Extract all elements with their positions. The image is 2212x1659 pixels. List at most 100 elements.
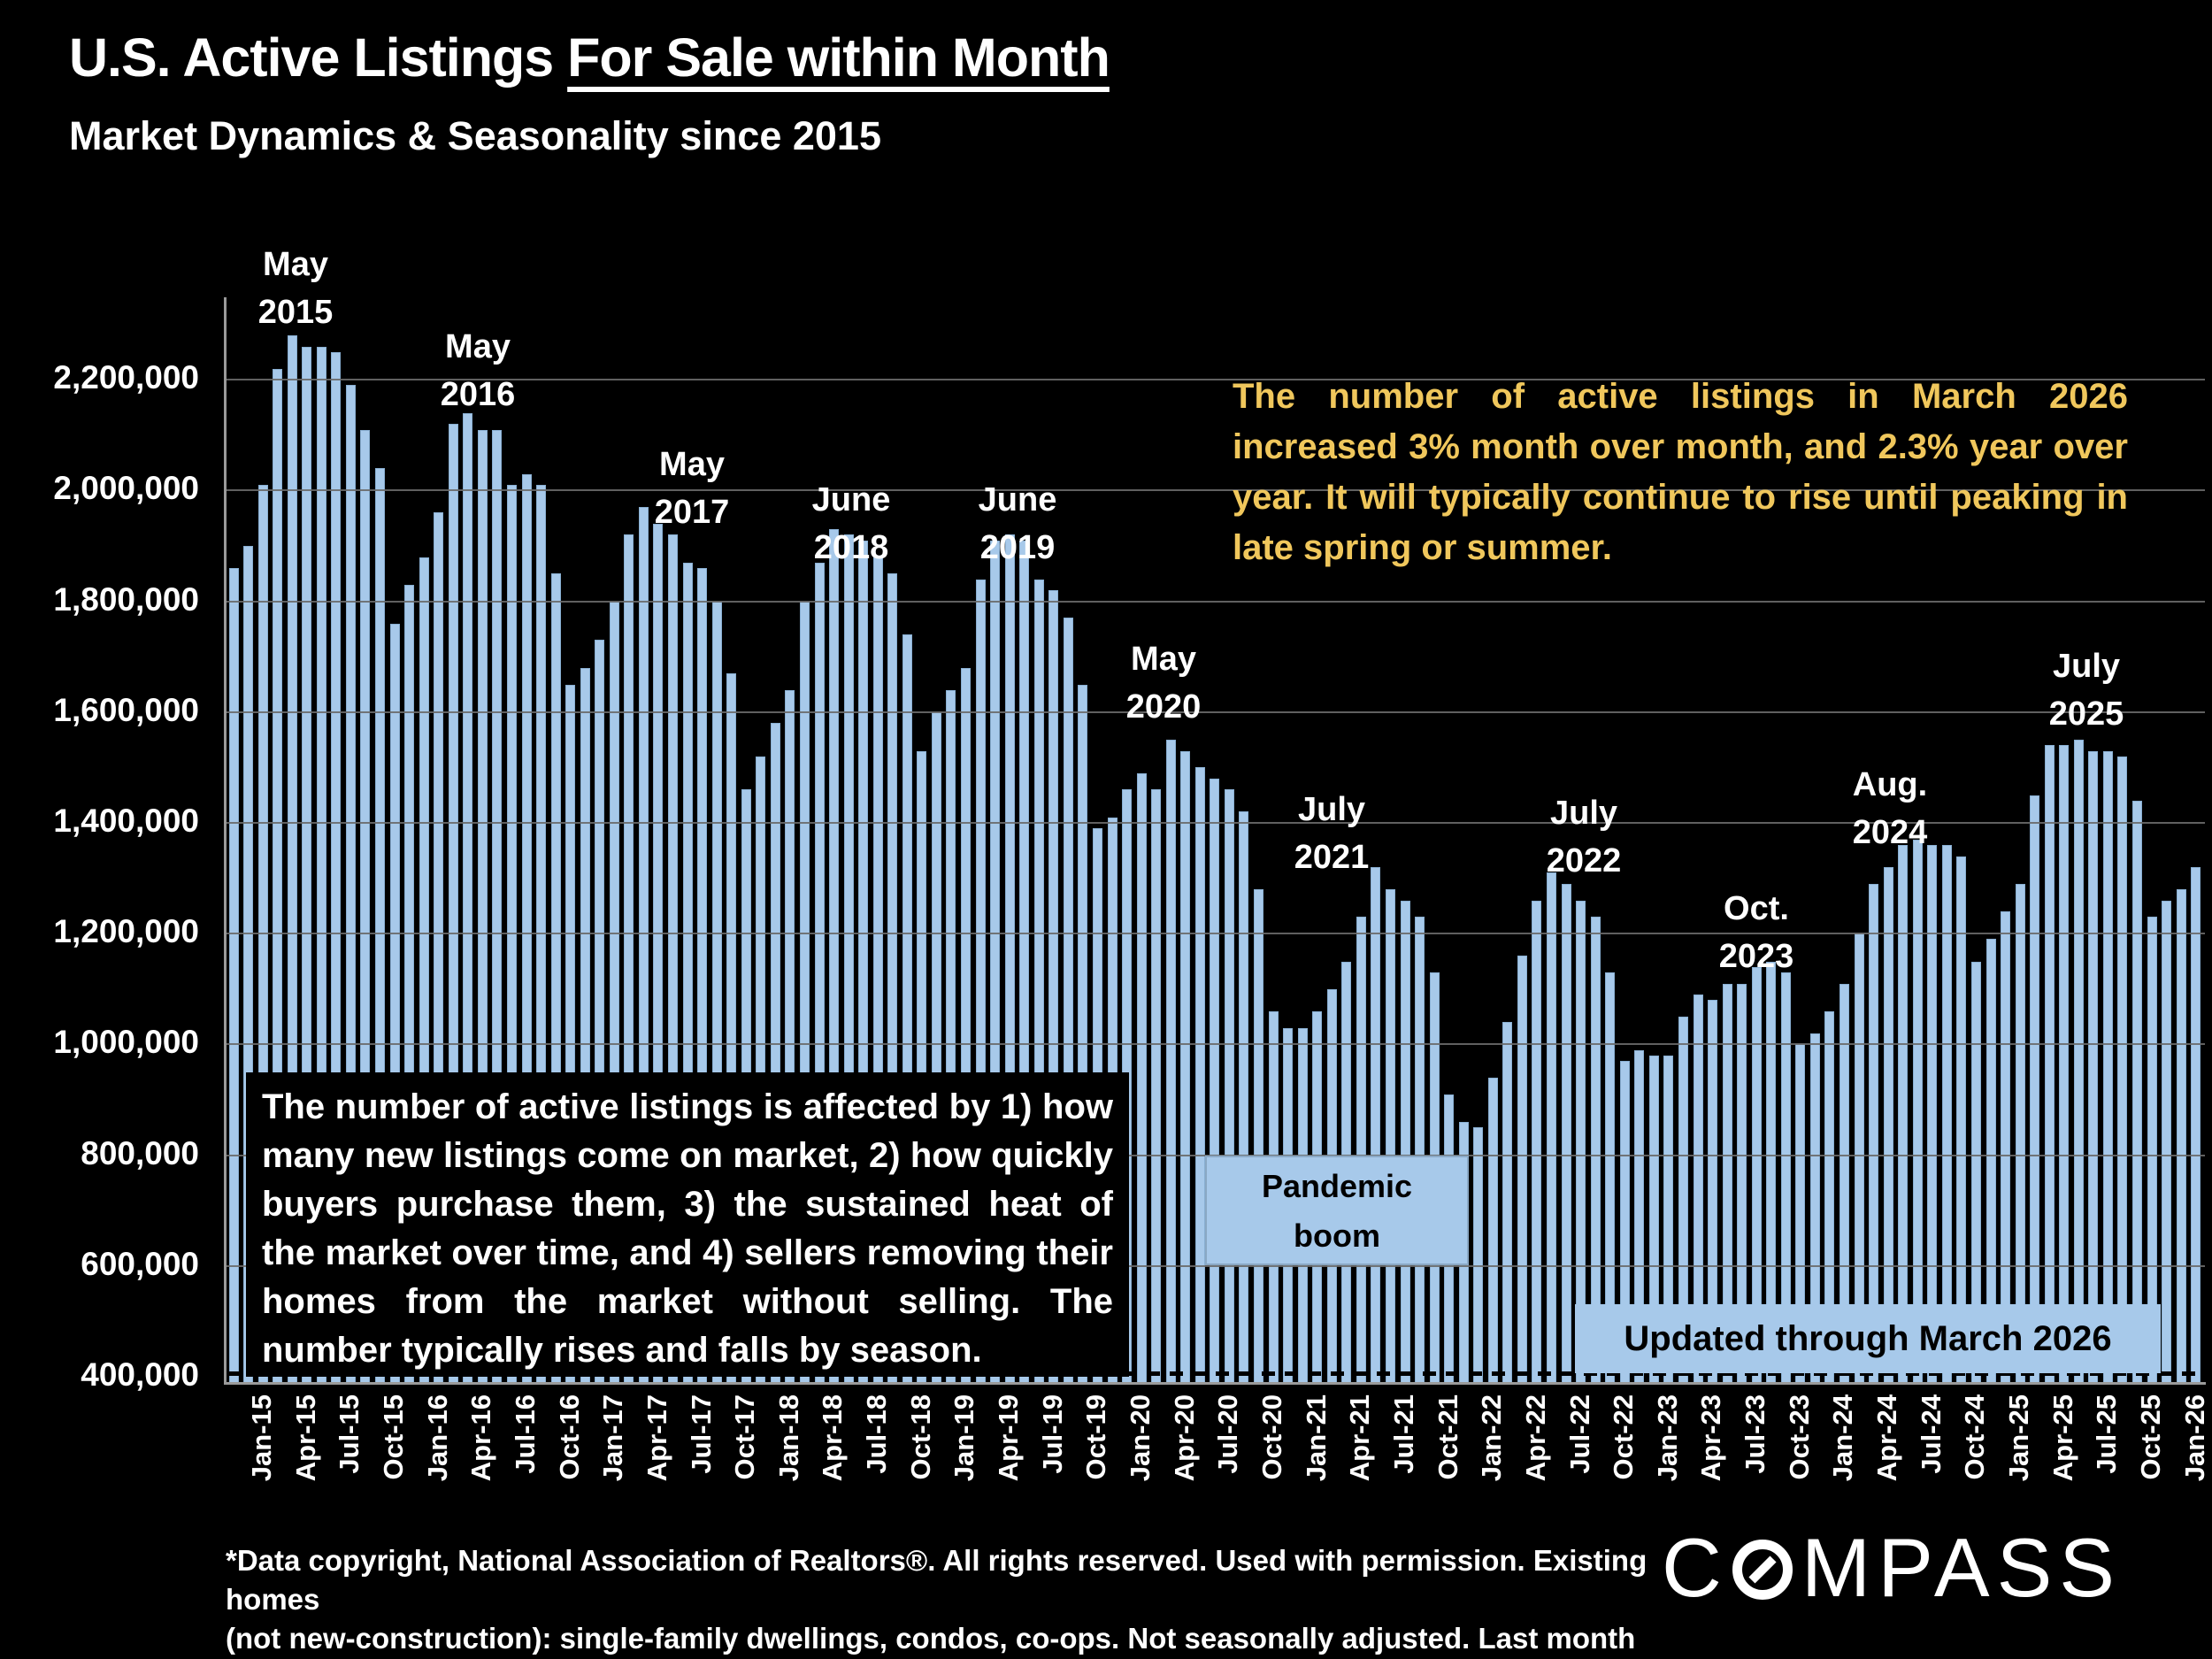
bar xyxy=(2191,867,2201,1383)
x-axis-label: Jul-21 xyxy=(1387,1394,1419,1474)
compass-o-icon xyxy=(1732,1540,1793,1600)
peak-annotation-month: July xyxy=(1297,791,1366,828)
x-axis-label: Apr-21 xyxy=(1344,1394,1376,1482)
x-axis-label: Jul-20 xyxy=(1212,1394,1244,1474)
x-axis-label: Apr-25 xyxy=(2047,1394,2078,1482)
peak-annotation-year: 2020 xyxy=(1125,688,1202,726)
peak-annotation: July 2022 xyxy=(1547,789,1622,885)
y-axis-label: 1,000,000 xyxy=(53,1024,199,1061)
x-axis-label: Jul-22 xyxy=(1563,1394,1595,1474)
bar xyxy=(1517,956,1527,1383)
footer-line: *Data copyright, National Association of… xyxy=(226,1544,1647,1616)
gridline xyxy=(226,379,2205,381)
peak-annotation: May 2016 xyxy=(441,323,516,419)
y-axis-label: 1,800,000 xyxy=(53,580,199,618)
bar xyxy=(2102,750,2113,1383)
y-axis-label: 400,000 xyxy=(81,1356,199,1393)
x-axis-line xyxy=(224,1382,2206,1385)
peak-annotation-month: July xyxy=(2052,648,2121,685)
x-axis-label: Oct-19 xyxy=(1080,1394,1112,1480)
x-axis-label: Oct-17 xyxy=(729,1394,761,1480)
peak-annotation: June 2018 xyxy=(812,476,891,572)
logo-letters-mpass: MPASS xyxy=(1801,1521,2123,1614)
bar xyxy=(1473,1127,1484,1383)
gridline xyxy=(226,822,2205,824)
bar xyxy=(2176,889,2186,1383)
bar xyxy=(1561,883,1571,1383)
listings-explainer-note: The number of active listings is affecte… xyxy=(246,1072,1129,1377)
gridline xyxy=(226,710,2205,713)
bar xyxy=(1151,789,1162,1383)
compass-needle-icon xyxy=(1748,1555,1777,1584)
x-axis-label: Oct-21 xyxy=(1432,1394,1463,1480)
peak-annotation-month: May xyxy=(445,328,511,365)
pandemic-boom-line1: Pandemic xyxy=(1261,1168,1413,1204)
peak-annotation-month: May xyxy=(659,446,725,483)
x-axis-label: Apr-19 xyxy=(993,1394,1025,1482)
peak-annotation-month: June xyxy=(811,481,891,518)
bar xyxy=(1356,917,1366,1383)
bar xyxy=(1194,767,1205,1383)
gridline xyxy=(226,1043,2205,1046)
bar xyxy=(1180,750,1191,1383)
peak-annotation-year: 2016 xyxy=(440,376,516,413)
x-axis-label: Apr-23 xyxy=(1695,1394,1727,1482)
peak-annotation-month: Oct. xyxy=(1724,890,1789,927)
peak-annotation: May 2020 xyxy=(1126,635,1202,731)
bar xyxy=(2073,740,2084,1383)
x-axis-label: Apr-24 xyxy=(1871,1394,1903,1482)
x-axis-label: Jan-23 xyxy=(1651,1394,1683,1482)
bar xyxy=(2132,800,2142,1383)
bar xyxy=(228,568,239,1383)
bar xyxy=(1400,900,1410,1383)
compass-logo: C MPASS xyxy=(1662,1521,2122,1614)
x-axis-label: Jul-16 xyxy=(509,1394,541,1474)
peak-annotation-year: 2023 xyxy=(1718,938,1794,975)
x-axis-label: Jan-16 xyxy=(421,1394,453,1482)
bar xyxy=(1136,772,1147,1383)
x-axis-label: Apr-20 xyxy=(1168,1394,1200,1482)
y-axis-label: 600,000 xyxy=(81,1245,199,1282)
peak-annotation: Aug. 2024 xyxy=(1853,761,1928,856)
gridline xyxy=(226,1154,2205,1156)
bar xyxy=(1254,889,1263,1383)
peak-annotation-month: June xyxy=(978,481,1057,518)
peak-annotation-month: Aug. xyxy=(1852,766,1928,803)
peak-annotation: May 2015 xyxy=(258,241,334,336)
y-axis-label: 2,000,000 xyxy=(53,470,199,507)
peak-annotation-year: 2015 xyxy=(257,294,334,331)
bar xyxy=(1165,740,1176,1383)
x-axis-label: Jul-25 xyxy=(2091,1394,2123,1474)
peak-annotation-year: 2022 xyxy=(1546,842,1622,879)
updated-through-box: Updated through March 2026 xyxy=(1575,1304,2161,1373)
title-underlined: For Sale within Month xyxy=(567,27,1110,88)
x-axis-label: Jul-24 xyxy=(1915,1394,1947,1474)
bar xyxy=(1224,789,1234,1383)
x-axis-label: Oct-25 xyxy=(2134,1394,2166,1480)
x-axis-label: Oct-23 xyxy=(1783,1394,1815,1480)
x-axis-label: Oct-18 xyxy=(904,1394,936,1480)
bar xyxy=(1927,845,1938,1383)
march-2026-commentary: The number of active listings in March 2… xyxy=(1233,377,2128,567)
y-axis-label: 800,000 xyxy=(81,1134,199,1171)
peak-annotation-month: July xyxy=(1549,795,1618,832)
title-plain: U.S. Active Listings xyxy=(69,27,568,88)
x-axis-label: Jan-15 xyxy=(246,1394,277,1482)
bar xyxy=(1371,867,1381,1383)
peak-annotation: June 2019 xyxy=(979,476,1057,572)
y-axis-label: 2,200,000 xyxy=(53,359,199,396)
page-subtitle: Market Dynamics & Seasonality since 2015 xyxy=(69,113,881,158)
x-axis-label: Jan-17 xyxy=(597,1394,629,1482)
y-axis-line xyxy=(224,297,227,1385)
y-axis-label: 1,200,000 xyxy=(53,913,199,950)
x-axis-label: Jul-23 xyxy=(1740,1394,1771,1474)
x-axis-label: Oct-20 xyxy=(1256,1394,1287,1480)
bar xyxy=(1898,845,1909,1383)
bar xyxy=(1502,1022,1513,1383)
x-axis-label: Apr-22 xyxy=(1519,1394,1551,1482)
bar xyxy=(2059,745,2070,1383)
baseline-dashed-line xyxy=(227,1371,2205,1376)
gridline xyxy=(226,600,2205,603)
logo-letter-c: C xyxy=(1662,1521,1729,1614)
